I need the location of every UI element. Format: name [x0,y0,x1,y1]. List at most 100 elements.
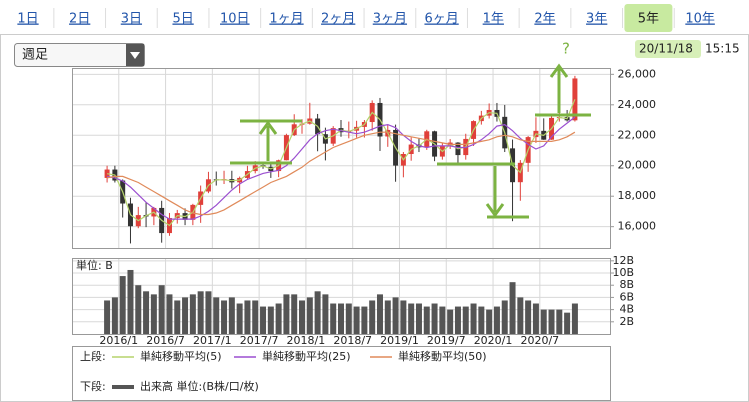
tab[interactable]: 3年 [586,12,607,27]
volume-bar [228,297,235,334]
volume-bar [260,306,267,334]
volume-bar [408,303,415,334]
tab[interactable]: 5年 [638,12,659,27]
y-tick-label: 2B [619,315,634,328]
dropdown[interactable] [14,43,145,67]
volume-bar [189,294,196,334]
tab[interactable]: 2ヶ月 [321,12,355,27]
tab[interactable]: 1日 [17,12,38,27]
volume-bar [384,300,391,334]
volume-bar [150,294,157,334]
volume-bar [439,306,446,334]
volume-bar [462,306,469,334]
volume-bar [345,303,352,334]
y-tick-label: 16,000 [618,220,657,233]
y-tick-label: 12B [612,254,634,267]
volume-bar [197,291,204,334]
volume-bar [158,285,165,334]
legend-label: 出来高 単位:(B株/口/枚) [140,379,259,393]
volume-bar [322,294,329,334]
volume-bar [447,309,454,334]
volume-bar [454,306,461,334]
tab[interactable]: 2日 [69,12,90,27]
moving-average-line [106,116,576,220]
volume-bar [517,297,524,334]
tab[interactable]: 1年 [483,12,504,27]
volume-bar [135,285,142,334]
legend-heading: 上段: [80,349,106,363]
tab[interactable]: 1ヶ月 [269,12,303,27]
x-tick-label: 2017/7 [240,334,279,347]
x-tick-label: 2018/7 [333,334,372,347]
moving-average-line [106,131,576,216]
tab[interactable]: 10年 [685,12,715,27]
legend-heading: 下段: [80,379,106,393]
volume-bar [353,306,360,334]
volume-bar [291,294,298,334]
legend-label: 単純移動平均(5) [140,349,222,363]
volume-bar [306,297,313,334]
unit-label: 単位: B [76,258,113,272]
volume-bar [478,306,485,334]
tab[interactable]: 3ヶ月 [373,12,407,27]
volume-bar [275,303,282,334]
volume-bar [205,291,212,334]
volume-bar [431,303,438,334]
volume-bar [221,300,228,334]
y-tick-label: 20,000 [618,159,657,172]
volume-bar [213,297,220,334]
volume-bar [252,300,259,334]
x-tick-label: 2018/1 [287,334,326,347]
legend-label: 単純移動平均(25) [262,349,351,363]
volume-bar [283,294,290,334]
tab[interactable]: 6ヶ月 [424,12,458,27]
volume-bar [369,300,376,334]
timestamp-date: 20/11/18 [639,42,693,56]
tab[interactable]: 10日 [220,12,250,27]
x-tick-label: 2016/7 [146,334,185,347]
y-tick-label: 26,000 [618,67,657,80]
y-tick-label: 10B [612,266,634,279]
tab[interactable]: 2年 [534,12,555,27]
volume-bar [501,300,508,334]
candle-body [104,169,110,178]
volume-bar [564,312,571,334]
arrow-up [535,63,591,117]
y-tick-label: 22,000 [618,128,657,141]
volume-bar [182,297,189,334]
volume-bar [486,309,493,334]
y-tick-label: 18,000 [618,189,657,202]
volume-bar [361,306,368,334]
volume-bar [119,276,126,334]
volume-bar [330,303,337,334]
legend-box [72,346,611,401]
volume-bar [299,300,306,334]
dropdown-arrow [130,52,140,59]
y-tick-label: 8B [619,278,634,291]
volume-bar [174,300,181,334]
volume-bar [540,309,547,334]
volume-bar [314,291,321,334]
tab[interactable]: 5日 [172,12,193,27]
volume-bar [143,291,150,334]
volume-bar [423,306,430,334]
x-tick-label: 2019/1 [380,334,419,347]
volume-bar [548,309,555,334]
x-tick-label: 2017/1 [193,334,232,347]
x-tick-label: 2020/1 [474,334,513,347]
tab[interactable]: 3日 [121,12,142,27]
annotations [230,63,591,219]
dropdown-label: 週足 [22,48,48,63]
volume-bar [470,303,477,334]
volume-bar [244,300,251,334]
volume-bar [236,303,243,334]
volume-bar [376,294,383,334]
date-highlight [635,40,701,58]
volume-bar [525,300,532,334]
volume-bar [509,282,516,334]
volume-bar [571,303,578,334]
arrow-up [230,119,302,165]
y-tick-label: 24,000 [618,98,657,111]
volume-bar [338,303,344,334]
